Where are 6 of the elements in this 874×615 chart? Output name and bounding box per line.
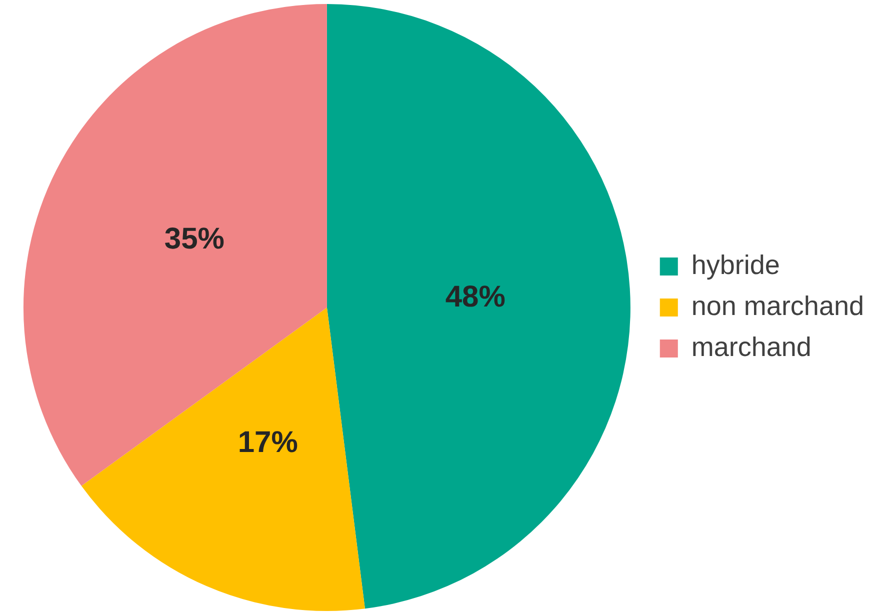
legend-label: non marchand [691, 290, 864, 321]
data-label: 17% [238, 426, 298, 460]
data-label: 35% [164, 222, 224, 256]
data-label: 48% [445, 280, 506, 314]
legend-label: marchand [691, 332, 812, 362]
legend-label: hybride [691, 250, 780, 280]
